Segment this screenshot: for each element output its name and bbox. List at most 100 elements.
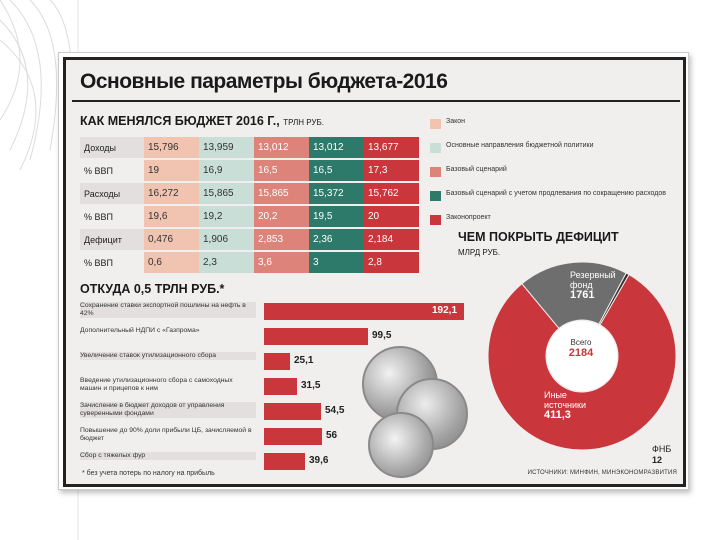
table-cell: 13,959 xyxy=(199,137,254,158)
legend-label: Основные направления бюджетной политики xyxy=(446,142,594,149)
donut-hole xyxy=(547,321,617,391)
bar xyxy=(264,378,297,395)
table-row: Дефицит 0,476 1,906 2,853 2,36 2,184 xyxy=(80,229,419,250)
legend-item: Закон xyxy=(430,118,680,142)
table-cell: 1,906 xyxy=(199,229,254,250)
slice-label-reserve: Резервный фонд 1761 xyxy=(570,270,630,301)
infographic-panel: Основные параметры бюджета-2016 КАК МЕНЯ… xyxy=(58,52,689,490)
slice-name-other: Иные источники xyxy=(544,390,587,410)
bar-category-label: Сбор с тяжелых фур xyxy=(80,452,256,460)
row-label: Расходы xyxy=(80,183,144,204)
bar-category-label: Зачисление в бюджет доходов от управлени… xyxy=(80,402,256,418)
table-cell: 17,3 xyxy=(364,160,419,181)
table-cell: 2,853 xyxy=(254,229,309,250)
slice-value-other: 411,3 xyxy=(544,409,571,421)
budget-table-heading: КАК МЕНЯЛСЯ БЮДЖЕТ 2016 Г., ТРЛН РУБ. xyxy=(80,114,324,128)
legend-swatch xyxy=(430,119,441,129)
table-cell: 0,476 xyxy=(144,229,199,250)
table-row: % ВВП 0,6 2,3 3,6 3 2,8 xyxy=(80,252,419,273)
revenue-sources-bars: Сохранение ставки экспортной пошлины на … xyxy=(80,300,470,475)
legend-swatch xyxy=(430,215,441,225)
slice-value-fnb: 12 xyxy=(652,455,663,465)
row-label: Доходы xyxy=(80,137,144,158)
bar xyxy=(264,353,290,370)
legend-swatch xyxy=(430,191,441,201)
table-cell: 19,5 xyxy=(309,206,364,227)
table-cell: 15,796 xyxy=(144,137,199,158)
table-cell: 16,5 xyxy=(309,160,364,181)
table-cell: 16,5 xyxy=(254,160,309,181)
source-note: ИСТОЧНИКИ: МИНФИН, МИНЭКОНОМРАЗВИТИЯ xyxy=(527,470,677,476)
table-cell: 15,865 xyxy=(254,183,309,204)
slice-label-fnb: ФНБ 12 xyxy=(652,444,671,466)
table-cell: 15,865 xyxy=(199,183,254,204)
table-cell: 19 xyxy=(144,160,199,181)
bar-row: Дополнительный НДПИ с «Газпрома» 99,5 xyxy=(80,325,470,350)
table-cell: 20 xyxy=(364,206,419,227)
table-cell: 15,372 xyxy=(309,183,364,204)
table-row: % ВВП 19 16,9 16,5 16,5 17,3 xyxy=(80,160,419,181)
table-row: % ВВП 19,6 19,2 20,2 19,5 20 xyxy=(80,206,419,227)
bar xyxy=(264,303,464,320)
bar xyxy=(264,428,322,445)
bar-row: Зачисление в бюджет доходов от управлени… xyxy=(80,400,470,425)
bar-category-label: Дополнительный НДПИ с «Газпрома» xyxy=(80,327,200,334)
bar-category-label: Повышение до 90% доли прибыли ЦБ, зачисл… xyxy=(80,427,252,442)
page-title: Основные параметры бюджета-2016 xyxy=(80,70,448,93)
budget-legend: Закон Основные направления бюджетной поли… xyxy=(430,118,680,238)
bar-value-label: 54,5 xyxy=(325,405,345,416)
legend-item: Базовый сценарий с учетом продлевания по… xyxy=(430,190,680,214)
row-label: % ВВП xyxy=(84,211,113,222)
slice-value-reserve: 1761 xyxy=(570,289,595,301)
table-cell: 2,184 xyxy=(364,229,419,250)
bar-category-label: Введение утилизационного сбора с самоход… xyxy=(80,377,233,392)
bar-value-label: 192,1 xyxy=(432,305,458,316)
bar-row: Увеличение ставок утилизационного сбора 2… xyxy=(80,350,470,375)
bar-row: Введение утилизационного сбора с самоход… xyxy=(80,375,470,400)
bar-row: Сбор с тяжелых фур 39,6 xyxy=(80,450,470,475)
footnote: * без учета потерь по налогу на прибыль xyxy=(82,470,215,477)
budget-table-unit: ТРЛН РУБ. xyxy=(283,118,324,127)
table-cell: 13,012 xyxy=(254,137,309,158)
table-row: Доходы 15,796 13,959 13,012 13,012 13,677 xyxy=(80,137,419,158)
table-cell: 13,012 xyxy=(309,137,364,158)
legend-item: Основные направления бюджетной политики xyxy=(430,142,680,166)
table-cell: 16,272 xyxy=(144,183,199,204)
table-cell: 13,677 xyxy=(364,137,419,158)
legend-swatch xyxy=(430,143,441,153)
bars-heading: ОТКУДА 0,5 ТРЛН РУБ.* xyxy=(80,282,225,296)
table-cell: 19,2 xyxy=(199,206,254,227)
legend-item: Базовый сценарий xyxy=(430,166,680,190)
budget-table-title: КАК МЕНЯЛСЯ БЮДЖЕТ 2016 Г., xyxy=(80,114,280,128)
bar xyxy=(264,328,368,345)
table-cell: 15,762 xyxy=(364,183,419,204)
table-cell: 2,36 xyxy=(309,229,364,250)
bar-category-label: Сохранение ставки экспортной пошлины на … xyxy=(80,302,256,318)
row-label: % ВВП xyxy=(84,257,113,268)
table-cell: 19,6 xyxy=(144,206,199,227)
coin-image xyxy=(368,412,434,478)
bar-value-label: 25,1 xyxy=(294,355,314,366)
bar-value-label: 99,5 xyxy=(372,330,392,341)
table-cell: 20,2 xyxy=(254,206,309,227)
slice-name-fnb: ФНБ xyxy=(652,444,672,454)
donut-slice xyxy=(487,273,677,451)
legend-item: Законопроект xyxy=(430,214,680,238)
donut-total-value: 2184 xyxy=(568,347,594,359)
table-cell: 2,8 xyxy=(364,252,419,273)
bar-value-label: 56 xyxy=(326,430,338,441)
slice-name-reserve: Резервный фонд xyxy=(570,270,616,290)
legend-label: Законопроект xyxy=(446,214,491,221)
bar-row: Повышение до 90% доли прибыли ЦБ, зачисл… xyxy=(80,425,470,450)
deficit-heading: ЧЕМ ПОКРЫТЬ ДЕФИЦИТ xyxy=(458,230,619,244)
deficit-donut-chart xyxy=(487,261,677,451)
table-cell: 0,6 xyxy=(144,252,199,273)
infographic: Основные параметры бюджета-2016 КАК МЕНЯ… xyxy=(63,57,686,487)
budget-table: Доходы 15,796 13,959 13,012 13,012 13,677% ВВ… xyxy=(80,135,419,275)
donut-slice xyxy=(598,272,630,326)
table-cell: 16,9 xyxy=(199,160,254,181)
bar xyxy=(264,453,305,470)
row-label: % ВВП xyxy=(84,165,113,176)
donut-center-label: Всего 2184 xyxy=(558,338,604,359)
